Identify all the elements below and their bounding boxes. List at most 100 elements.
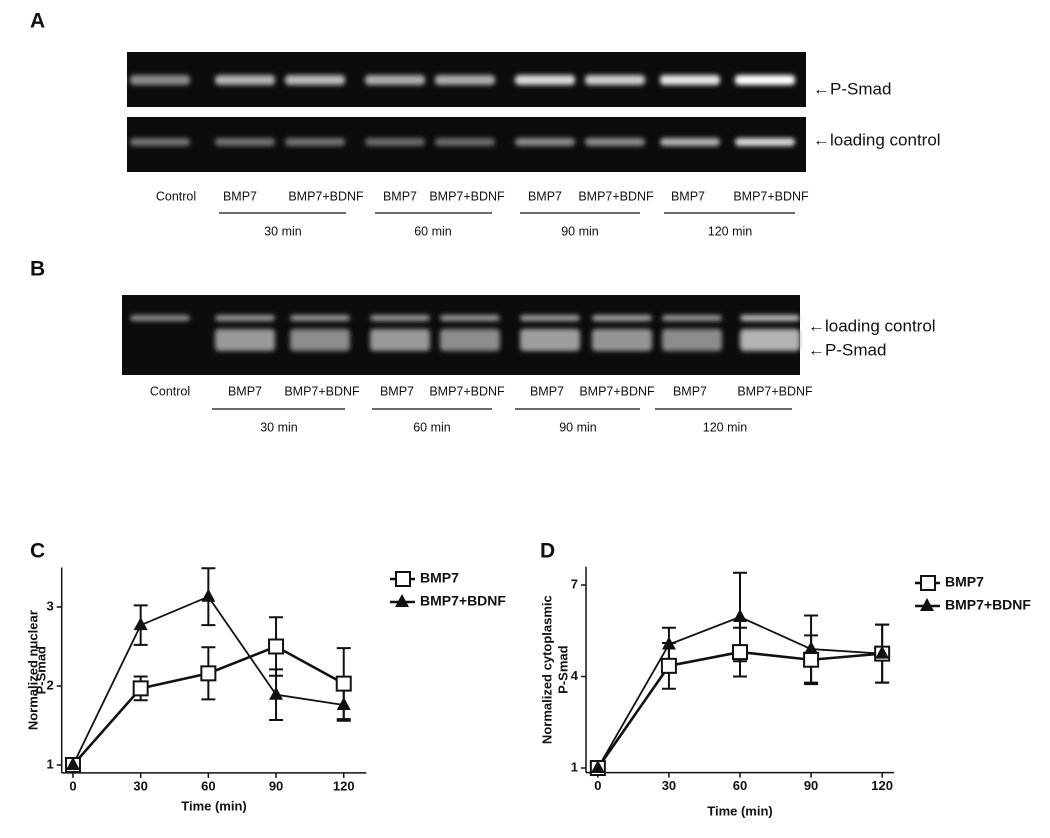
- point-square: [200, 665, 217, 682]
- lane-label: Control: [150, 384, 190, 398]
- legend-marker: [395, 571, 411, 587]
- x-tick-label: 120: [333, 778, 355, 793]
- band: [290, 329, 350, 351]
- x-tick-label: 0: [594, 778, 601, 793]
- time-label: 120 min: [708, 224, 753, 238]
- panel-label: A: [30, 10, 45, 33]
- time-label: 90 min: [561, 224, 599, 238]
- band: [662, 329, 722, 351]
- y-axis-label: P-Smad: [555, 645, 570, 693]
- legend-label: BMP7+BDNF: [945, 597, 1031, 613]
- y-tick-label: 2: [46, 677, 53, 692]
- marker-label: ←P-Smad: [813, 79, 891, 98]
- point-triangle: [733, 609, 747, 623]
- band: [740, 329, 800, 351]
- lane-label: BMP7: [223, 189, 257, 203]
- point-square: [268, 638, 285, 655]
- point-triangle: [590, 760, 605, 774]
- y-axis-label: Normalized nuclear: [25, 610, 40, 730]
- lane-label: BMP7: [530, 384, 564, 398]
- band: [440, 329, 500, 351]
- x-tick-label: 30: [662, 778, 676, 793]
- y-tick-label: 4: [571, 668, 579, 683]
- band: [370, 315, 430, 321]
- band: [130, 75, 190, 85]
- legend-label: BMP7: [420, 570, 459, 586]
- band: [435, 138, 495, 146]
- band: [290, 315, 350, 321]
- lane-label: BMP7+BDNF: [737, 384, 813, 398]
- legend-marker: [920, 598, 934, 611]
- point-triangle: [875, 645, 890, 659]
- band: [365, 138, 425, 146]
- x-tick-label: 120: [871, 778, 893, 793]
- x-tick-label: 60: [733, 778, 747, 793]
- band: [520, 315, 580, 321]
- lane-label: BMP7+BDNF: [288, 189, 364, 203]
- band: [660, 138, 720, 146]
- lane-label: Control: [156, 189, 196, 203]
- band: [515, 138, 575, 146]
- band: [740, 315, 800, 321]
- band: [520, 329, 580, 351]
- lane-label: BMP7+BDNF: [429, 189, 505, 203]
- band: [660, 75, 720, 85]
- time-label: 30 min: [264, 224, 302, 238]
- point-square: [660, 657, 677, 674]
- x-tick-label: 90: [804, 778, 818, 793]
- band: [735, 75, 795, 85]
- band: [515, 75, 575, 85]
- time-label: 30 min: [260, 420, 298, 434]
- point-triangle: [661, 636, 676, 650]
- point-triangle: [336, 696, 351, 710]
- point-square: [335, 675, 352, 692]
- band: [285, 138, 345, 146]
- band: [285, 75, 345, 85]
- point-triangle: [133, 617, 148, 631]
- legend-marker: [920, 575, 936, 591]
- y-tick-label: 3: [46, 598, 53, 613]
- panel-label: B: [30, 258, 45, 281]
- y-axis-label: Normalized cytoplasmic: [539, 595, 554, 744]
- time-label: 60 min: [414, 224, 452, 238]
- lane-label: BMP7: [383, 189, 417, 203]
- band: [585, 75, 645, 85]
- band: [435, 75, 495, 85]
- time-label: 120 min: [703, 420, 748, 434]
- marker-label: ←P-Smad: [808, 340, 886, 359]
- band: [662, 315, 722, 321]
- y-axis-label: P-Smad: [33, 646, 48, 694]
- point-triangle: [804, 641, 819, 655]
- point-square: [132, 680, 149, 697]
- band: [215, 315, 275, 321]
- gel-bands: [130, 75, 795, 146]
- lane-label: BMP7+BDNF: [579, 384, 655, 398]
- time-label: 90 min: [559, 420, 597, 434]
- band: [130, 138, 190, 146]
- band: [585, 138, 645, 146]
- lane-label: BMP7: [528, 189, 562, 203]
- band: [215, 75, 275, 85]
- point-triangle: [201, 588, 216, 602]
- x-tick-label: 90: [269, 778, 283, 793]
- point-square: [732, 644, 748, 661]
- y-tick-label: 7: [571, 576, 578, 591]
- x-axis-label: Time (min): [181, 798, 247, 813]
- marker-label: ←loading control: [813, 130, 941, 149]
- y-tick-label: 1: [571, 759, 578, 774]
- lane-label: BMP7: [228, 384, 262, 398]
- x-tick-label: 0: [69, 778, 76, 793]
- x-tick-label: 30: [133, 778, 147, 793]
- panel-label: C: [30, 540, 45, 563]
- lane-label: BMP7+BDNF: [429, 384, 505, 398]
- band: [440, 315, 500, 321]
- lane-label: BMP7: [673, 384, 707, 398]
- point-triangle: [269, 686, 284, 700]
- band: [370, 329, 430, 351]
- band: [215, 138, 275, 146]
- legend-label: BMP7: [945, 574, 984, 590]
- lane-label: BMP7+BDNF: [284, 384, 360, 398]
- lane-label: BMP7: [380, 384, 414, 398]
- gel-bands: [130, 315, 800, 351]
